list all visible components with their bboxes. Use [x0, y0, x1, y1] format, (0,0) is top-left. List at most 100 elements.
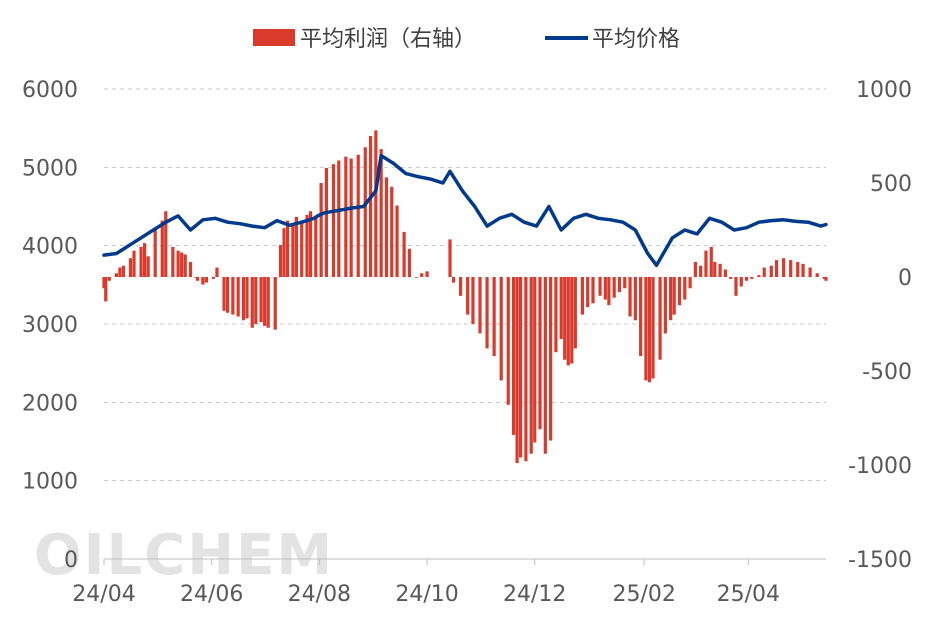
profit-bar	[319, 183, 323, 277]
profit-bar	[236, 277, 240, 317]
watermark: OILCHEM	[34, 523, 334, 588]
profit-bar	[533, 277, 537, 443]
y-left-tick-label: 3000	[22, 313, 78, 338]
price-line	[102, 153, 828, 268]
profit-bar	[672, 277, 676, 315]
profit-bar	[356, 154, 360, 277]
profit-bar	[282, 228, 286, 277]
profit-bar	[663, 277, 667, 334]
profit-bar	[139, 246, 143, 277]
profit-bar	[407, 248, 411, 277]
axes: 0 1000 2000 3000 4000 5000 6000 -1500 -1000 -500 0…	[22, 78, 912, 607]
profit-bar	[729, 277, 733, 279]
profit-bar	[591, 277, 595, 304]
profit-bar	[549, 277, 553, 441]
profit-bar	[644, 277, 648, 381]
profit-bar	[617, 277, 622, 293]
profit-bar	[506, 277, 510, 405]
x-tick-label: 24/08	[288, 582, 351, 607]
y-left-tick-label: 0	[64, 548, 78, 573]
profit-bar	[699, 265, 703, 277]
profit-bar	[538, 277, 542, 430]
profit-bar	[344, 156, 348, 277]
profit-bar	[693, 261, 697, 277]
profit-bar	[658, 277, 662, 360]
profit-bar	[734, 277, 738, 296]
profit-bar	[164, 211, 168, 277]
y-right-tick-label: -1000	[848, 454, 912, 479]
profit-bar	[639, 277, 643, 356]
profit-bar	[231, 277, 235, 315]
profit-bar	[669, 277, 673, 321]
profit-bar	[204, 277, 208, 283]
profit-bar	[160, 220, 164, 277]
y-right-tick-label: -1500	[848, 548, 912, 573]
profit-bar	[451, 277, 456, 283]
profit-bar	[524, 277, 528, 462]
profit-bar	[769, 265, 773, 277]
legend-profit-label: 平均利润（右轴）	[300, 27, 476, 52]
x-tick-label: 24/06	[180, 582, 243, 607]
profit-bar	[425, 271, 429, 277]
price-line-layer	[102, 153, 828, 268]
profit-bar	[612, 277, 616, 298]
profit-bar	[677, 277, 682, 306]
profit-bar	[713, 261, 717, 277]
profit-bar	[241, 277, 246, 321]
profit-bar	[566, 277, 570, 366]
profit-bar	[128, 258, 133, 277]
profit-bar	[278, 245, 283, 277]
profit-bar	[628, 277, 632, 317]
profit-bar	[782, 258, 786, 277]
profit-bar	[808, 267, 812, 277]
profit-bar	[390, 186, 394, 277]
profit-bar	[633, 277, 637, 321]
profit-bar	[478, 277, 482, 334]
profit-bar	[273, 277, 277, 330]
profit-bar	[789, 260, 793, 277]
profit-bar	[308, 211, 313, 277]
profit-bar	[180, 252, 184, 277]
profit-bar	[822, 277, 826, 279]
profit-bar	[263, 277, 267, 326]
profit-bar	[824, 277, 828, 281]
profit-bar	[471, 277, 475, 324]
profit-bar	[146, 256, 150, 277]
profit-bar	[762, 267, 766, 277]
profit-bar	[586, 277, 590, 308]
profit-bar	[183, 254, 187, 277]
profit-bar	[718, 263, 722, 277]
profit-bar	[259, 277, 263, 323]
y-right-tick-label: 0	[898, 266, 912, 291]
profit-bar	[815, 273, 819, 277]
profit-bar	[623, 277, 627, 289]
profit-bar	[750, 277, 754, 279]
profit-bar	[285, 220, 290, 277]
profit-bar	[102, 277, 106, 289]
profit-bar	[796, 261, 800, 277]
y-left-tick-label: 1000	[22, 470, 78, 495]
y-right-tick-label: 1000	[856, 78, 912, 103]
profit-bar	[349, 158, 353, 277]
profit-bar	[225, 277, 230, 313]
profit-bar	[374, 130, 378, 277]
profit-bar	[519, 277, 523, 458]
profit-bar	[379, 149, 383, 277]
profit-bar	[492, 277, 496, 356]
profit-bar	[603, 277, 607, 300]
profit-bar	[683, 277, 687, 300]
profit-bar	[314, 216, 318, 277]
profit-bar	[324, 167, 329, 277]
grid-lines	[104, 88, 826, 482]
profit-bar	[201, 277, 205, 285]
profit-bar	[363, 147, 367, 277]
profit-bar	[188, 261, 193, 277]
profit-bar	[499, 277, 503, 381]
profit-bar	[723, 269, 727, 277]
profit-bar	[132, 250, 136, 277]
profit-bar	[104, 277, 108, 302]
legend-price-label: 平均价格	[592, 27, 680, 52]
legend-profit-swatch	[253, 29, 295, 46]
